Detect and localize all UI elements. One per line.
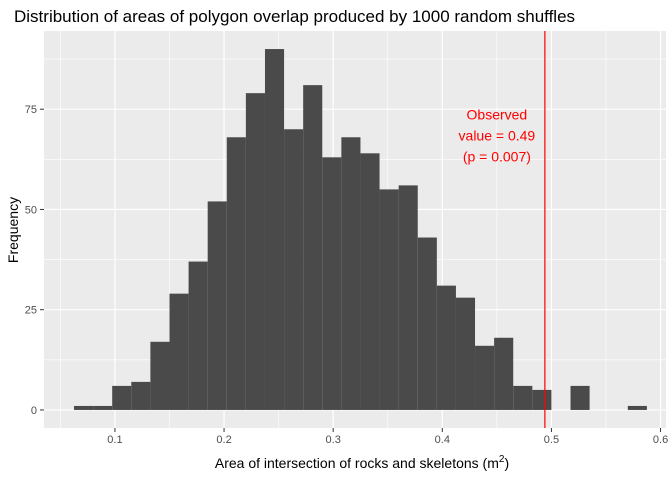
histogram-bar [455, 297, 476, 410]
x-axis-title-text: Area of intersection of rocks and skelet… [215, 455, 499, 471]
histogram-bar [494, 337, 514, 410]
histogram-bar [341, 137, 361, 410]
histogram-bar [379, 189, 399, 410]
annotation-line: Observed [467, 106, 528, 122]
histogram-bar [150, 341, 170, 410]
histogram-bar [188, 261, 208, 410]
histogram-bar [264, 49, 285, 410]
x-tick-label: 0.2 [216, 434, 231, 446]
observed-annotation: Observed value = 0.49 (p = 0.007) [459, 106, 536, 164]
histogram-bar [131, 381, 151, 410]
x-tick-label: 0.6 [653, 434, 668, 446]
histogram-bars [74, 49, 647, 410]
histogram-bar [436, 285, 456, 410]
histogram-bar [245, 93, 265, 410]
annotation-line: (p = 0.007) [463, 148, 531, 164]
histogram-bar [322, 157, 342, 410]
x-tick-label: 0.3 [326, 434, 341, 446]
histogram-bar [93, 405, 113, 410]
x-axis-title-superscript: 2 [499, 454, 505, 465]
histogram-bar [284, 129, 304, 410]
y-tick-label: 50 [25, 204, 37, 216]
y-tick-label: 25 [25, 305, 37, 317]
histogram-bar [513, 385, 533, 410]
annotation-line: value = 0.49 [459, 127, 536, 143]
y-axis-ticks: 0 25 50 75 [25, 104, 44, 417]
histogram-bar [74, 405, 94, 410]
histogram-bar [169, 293, 189, 410]
histogram-bar [417, 237, 437, 410]
x-axis-title: Area of intersection of rocks and skelet… [215, 454, 509, 471]
histogram-bar [627, 405, 647, 410]
histogram-bar [475, 345, 495, 410]
y-tick-label: 75 [25, 104, 37, 116]
y-tick-label: 0 [31, 405, 37, 417]
x-axis-ticks: 0.1 0.2 0.3 0.4 0.5 0.6 [107, 428, 668, 446]
histogram-bar [303, 85, 323, 410]
histogram-bar [360, 153, 380, 410]
histogram-bar [207, 201, 227, 410]
chart-title: Distribution of areas of polygon overlap… [14, 7, 575, 26]
x-tick-label: 0.4 [435, 434, 450, 446]
histogram-bar [570, 385, 590, 410]
histogram-bar [226, 137, 246, 410]
histogram-bar [112, 385, 132, 410]
histogram-bar [532, 389, 552, 410]
x-tick-label: 0.5 [544, 434, 559, 446]
x-axis-title-suffix: ) [504, 455, 509, 471]
histogram-bar [398, 185, 418, 410]
y-axis-title: Frequency [5, 197, 21, 263]
x-tick-label: 0.1 [107, 434, 122, 446]
